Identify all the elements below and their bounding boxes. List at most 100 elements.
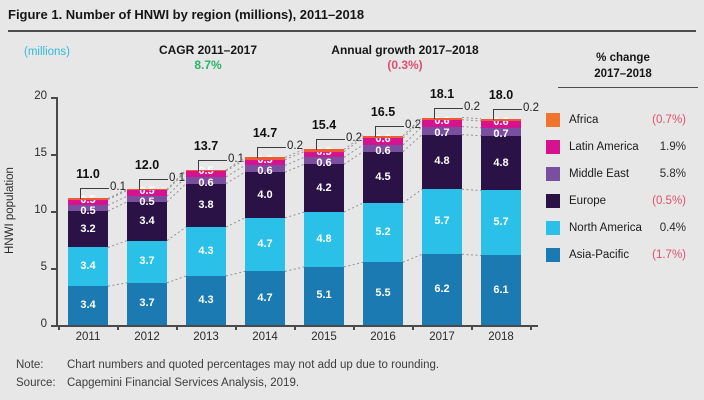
bar-segment-latin-america bbox=[422, 119, 462, 127]
plot-area: 3.4 3.4 3.2 0.5 0.5 11.0 0.1 2011 3.7 3.7 3.4 0.5 0.… bbox=[34, 87, 539, 343]
legend-item: Africa (0.7%) bbox=[546, 106, 686, 133]
bar-value-label: 0.5 bbox=[139, 195, 155, 208]
units-label: (millions) bbox=[24, 46, 70, 58]
africa-callout-label: 0.2 bbox=[346, 132, 362, 145]
africa-callout-label: 0.1 bbox=[228, 152, 244, 165]
africa-callout-label: 0.1 bbox=[169, 172, 185, 185]
africa-callout-label: 0.2 bbox=[287, 140, 303, 153]
bar-total-label: 14.7 bbox=[252, 126, 278, 141]
cagr-label: CAGR 2011–2017 bbox=[158, 43, 258, 57]
africa-callout-bracket bbox=[198, 159, 227, 171]
y-tick-label: 20 bbox=[34, 90, 47, 102]
bar-segment-middle-east bbox=[363, 144, 403, 152]
legend-header-line1: % change bbox=[596, 52, 650, 64]
bar-total-label: 18.1 bbox=[429, 86, 455, 101]
bar-value-label: 0.6 bbox=[316, 157, 332, 170]
africa-callout-bracket bbox=[493, 108, 522, 120]
legend-pct-change: (1.7%) bbox=[652, 248, 686, 261]
bar-segment-asia-pacific bbox=[186, 275, 226, 325]
bar-segment-north-america bbox=[422, 189, 462, 255]
bar-value-label: 0.5 bbox=[198, 165, 214, 178]
africa-callout-bracket bbox=[316, 139, 345, 151]
bar-segment-africa bbox=[186, 169, 226, 172]
legend-label: Latin America bbox=[569, 140, 639, 153]
y-tick-label: 0 bbox=[40, 318, 47, 330]
figure-title: Figure 1. Number of HNWI by region (mill… bbox=[8, 7, 365, 22]
bar-value-label: 5.5 bbox=[375, 287, 391, 300]
africa-callout-bracket bbox=[257, 147, 286, 159]
bar-value-label: 0.6 bbox=[198, 176, 214, 189]
bar-value-label: 4.3 bbox=[198, 293, 214, 306]
bar-segment-asia-pacific bbox=[127, 282, 167, 325]
x-tick-mark bbox=[294, 325, 296, 330]
bar-segment-latin-america bbox=[245, 159, 285, 166]
annual-growth-value: (0.3%) bbox=[387, 58, 423, 72]
legend-label: Asia-Pacific bbox=[569, 248, 630, 261]
bar-segment-asia-pacific bbox=[68, 286, 108, 325]
bar-total-label: 15.4 bbox=[311, 118, 337, 133]
legend-pct-change: (0.5%) bbox=[652, 194, 686, 207]
legend-swatch-latin-america bbox=[546, 139, 560, 154]
legend-item: Asia-Pacific (1.7%) bbox=[546, 241, 686, 268]
bar-segment-asia-pacific bbox=[481, 255, 521, 325]
bar-value-label: 3.4 bbox=[80, 260, 96, 273]
bar-segment-north-america bbox=[68, 247, 108, 287]
africa-callout-bracket bbox=[139, 179, 168, 191]
bar-segment-latin-america bbox=[481, 120, 521, 128]
bar-value-label: 0.6 bbox=[375, 144, 391, 157]
legend-header-underline bbox=[558, 87, 698, 88]
x-tick-mark bbox=[117, 325, 119, 330]
legend-pct-change: 0.4% bbox=[659, 221, 686, 234]
bar-value-label: 0.7 bbox=[493, 128, 509, 141]
bar-value-label: 3.4 bbox=[139, 214, 155, 227]
bar-segment-north-america bbox=[363, 203, 403, 263]
bar-segment-middle-east bbox=[186, 176, 226, 184]
bar-segment-latin-america bbox=[186, 171, 226, 177]
bar-value-label: 4.0 bbox=[257, 188, 273, 201]
legend: Africa (0.7%) Latin America 1.9% Middle East… bbox=[546, 106, 686, 268]
x-tick-mark bbox=[176, 325, 178, 330]
bar-segment-middle-east bbox=[422, 126, 462, 135]
legend-swatch-middle-east bbox=[546, 166, 560, 181]
legend-label: Middle East bbox=[569, 167, 630, 180]
legend-item: Latin America 1.9% bbox=[546, 133, 686, 160]
y-tick-label: 5 bbox=[40, 261, 47, 273]
bar-value-label: 4.2 bbox=[316, 181, 332, 194]
bar-segment-africa bbox=[363, 135, 403, 139]
bar-segment-latin-america bbox=[68, 199, 108, 206]
bar-value-label: 0.5 bbox=[139, 184, 155, 197]
bar-total-label: 13.7 bbox=[193, 138, 219, 153]
y-tick-mark bbox=[51, 154, 56, 156]
bar-value-label: 0.5 bbox=[257, 154, 273, 167]
y-axis-title: HNWI population bbox=[4, 167, 16, 255]
bar-segment-europe bbox=[304, 164, 344, 213]
y-tick-mark bbox=[51, 211, 56, 213]
x-tick-mark bbox=[530, 325, 532, 330]
bar-value-label: 5.7 bbox=[493, 216, 509, 229]
title-divider bbox=[8, 30, 696, 32]
bar-segment-europe bbox=[127, 201, 167, 241]
bar-value-label: 0.5 bbox=[80, 204, 96, 217]
bar-segment-middle-east bbox=[304, 157, 344, 165]
bar-segment-asia-pacific bbox=[245, 271, 285, 325]
legend-label: Europe bbox=[569, 194, 607, 207]
y-tick-mark bbox=[51, 325, 56, 327]
x-tick-mark bbox=[353, 325, 355, 330]
bar-segment-africa bbox=[481, 118, 521, 121]
legend-pct-change: (0.7%) bbox=[652, 113, 686, 126]
bar-segment-europe bbox=[363, 151, 403, 204]
bar-segment-africa bbox=[304, 149, 344, 152]
bar-value-label: 3.4 bbox=[80, 299, 96, 312]
legend-item: Middle East 5.8% bbox=[546, 160, 686, 187]
x-tick-mark bbox=[235, 325, 237, 330]
bar-value-label: 0.6 bbox=[493, 115, 509, 128]
bar-value-label: 4.3 bbox=[198, 244, 214, 257]
africa-callout-bracket bbox=[80, 188, 109, 200]
bar-segment-asia-pacific bbox=[422, 254, 462, 325]
africa-callout-label: 0.2 bbox=[464, 100, 480, 113]
bar-segment-asia-pacific bbox=[363, 262, 403, 325]
africa-callout-label: 0.1 bbox=[110, 181, 126, 194]
bar-value-label: 0.6 bbox=[375, 132, 391, 145]
bar-value-label: 0.6 bbox=[257, 165, 273, 178]
x-tick-mark bbox=[412, 325, 414, 330]
